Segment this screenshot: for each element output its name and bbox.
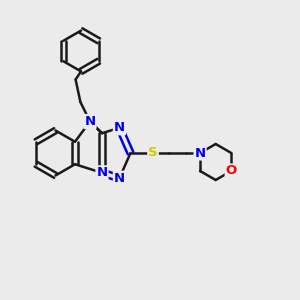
- Text: N: N: [114, 172, 125, 185]
- Text: N: N: [114, 121, 125, 134]
- Text: N: N: [194, 146, 206, 160]
- Text: N: N: [84, 115, 96, 128]
- Text: N: N: [96, 166, 108, 179]
- Text: O: O: [226, 164, 237, 178]
- Text: S: S: [148, 146, 158, 160]
